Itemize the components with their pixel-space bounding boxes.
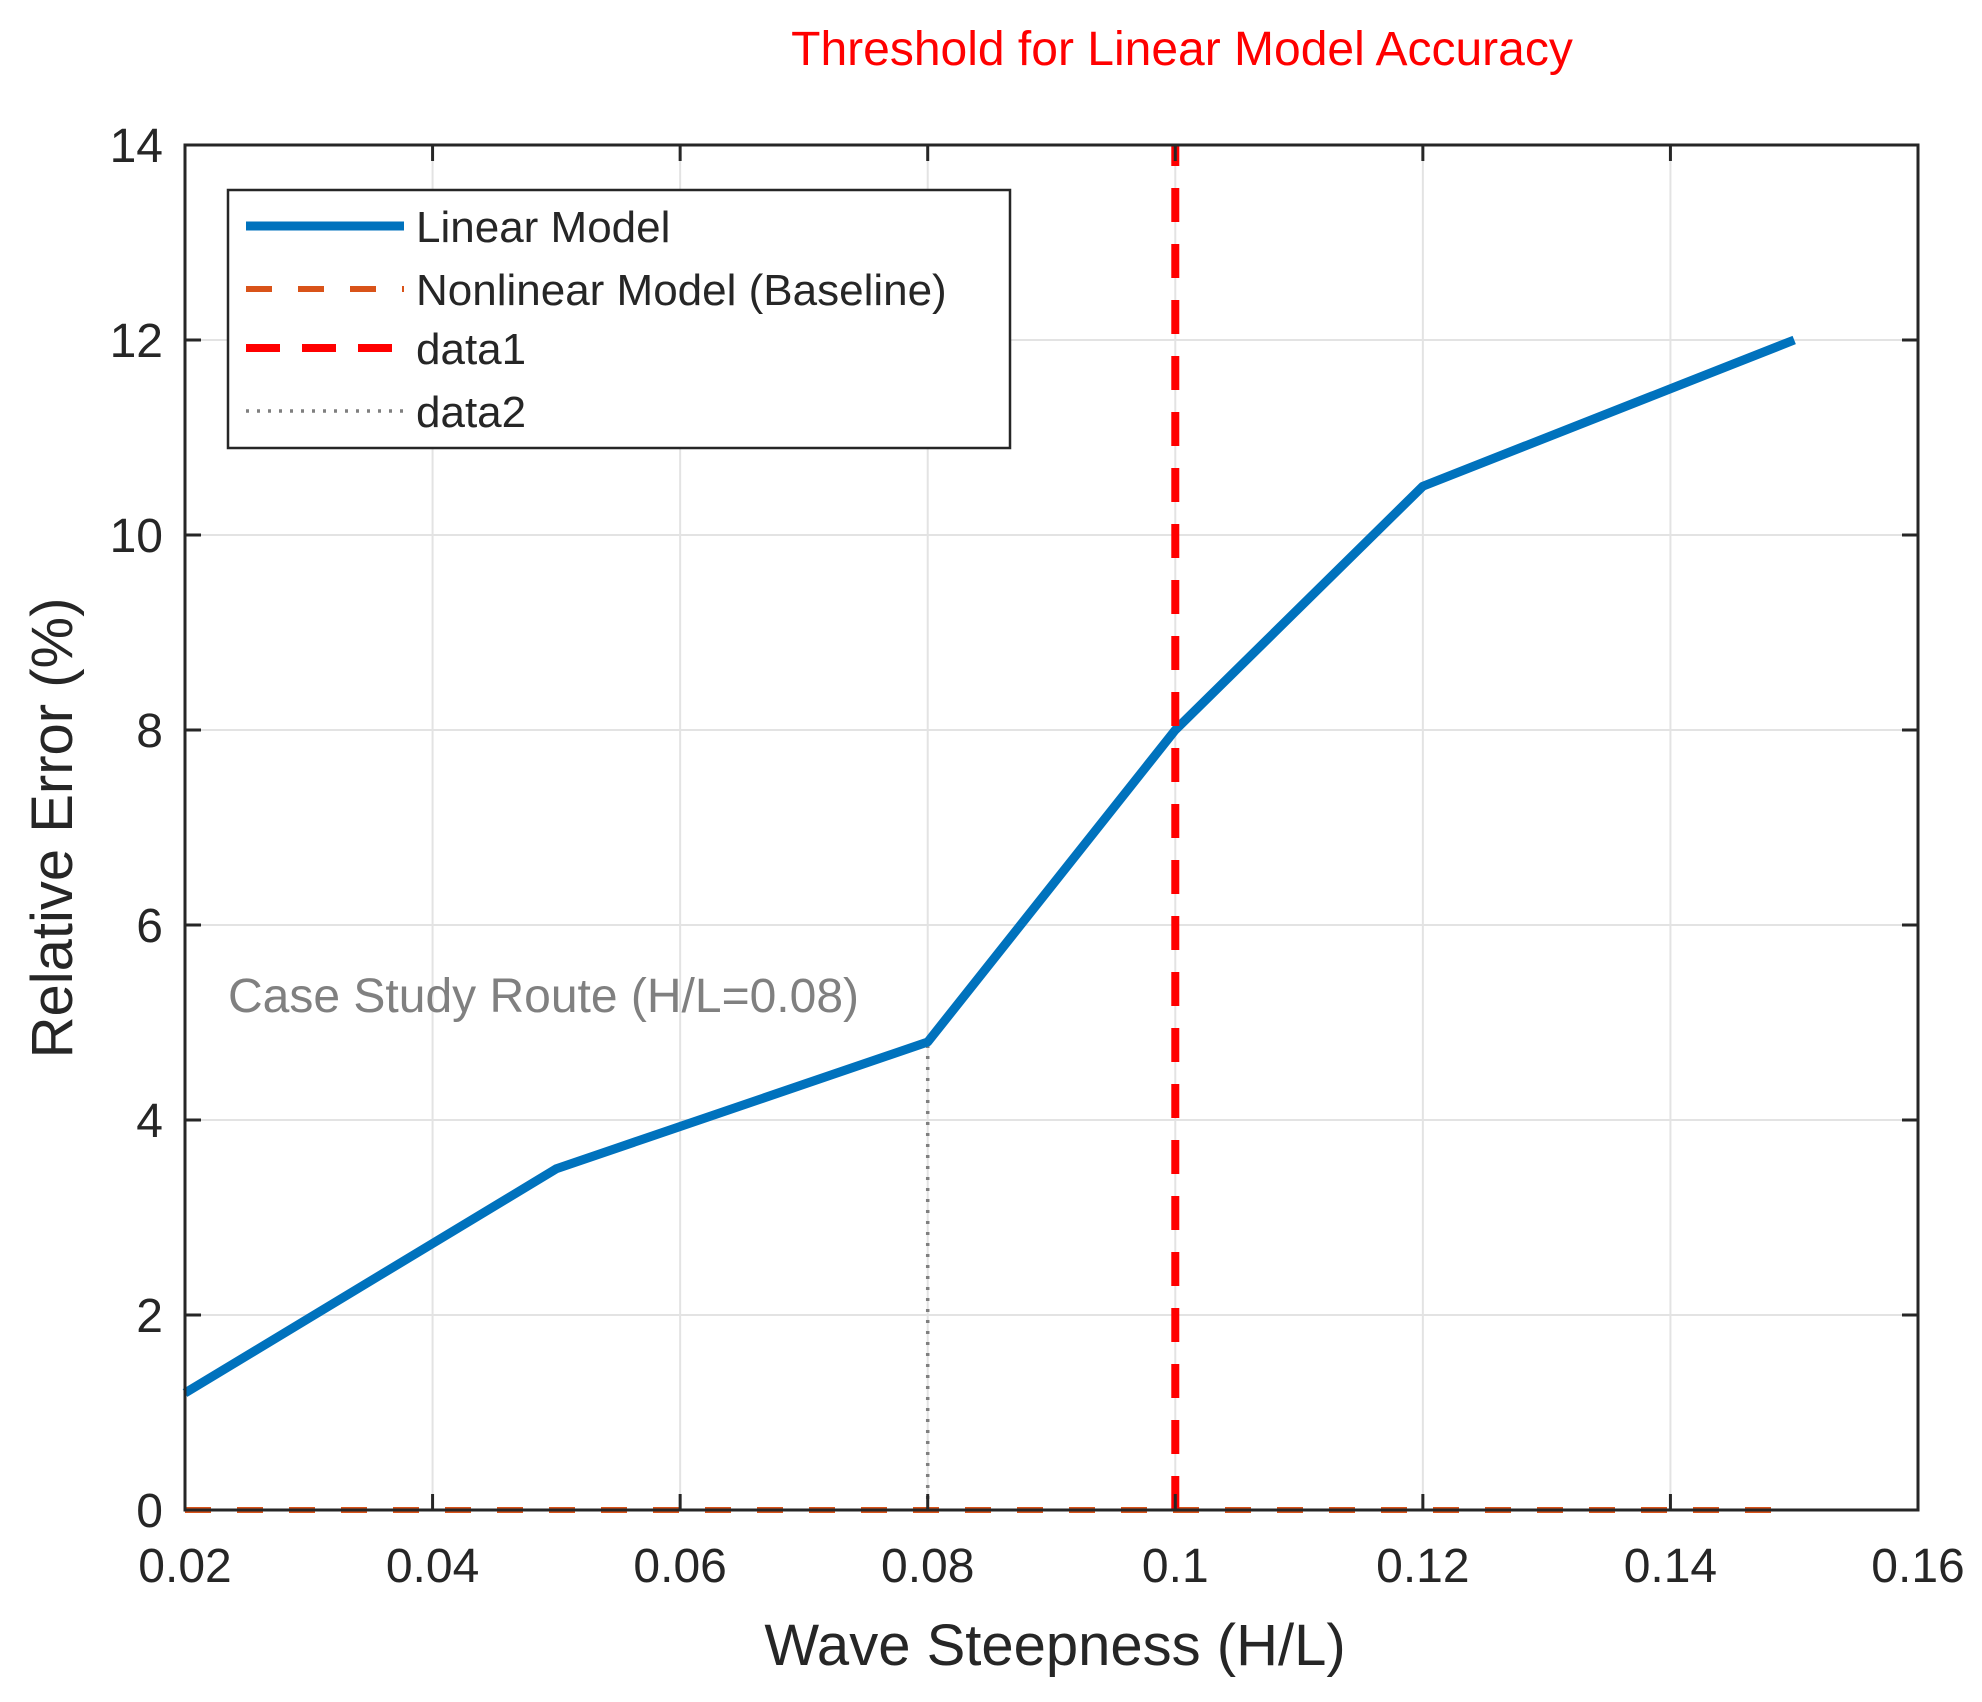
case-study-annotation: Case Study Route (H/L=0.08) [228,970,859,1023]
x-tick-label: 0.1 [1142,1540,1209,1593]
x-tick-label: 0.12 [1376,1540,1469,1593]
y-tick-label: 2 [136,1290,163,1343]
legend-label-data2: data2 [416,388,526,437]
x-tick-label: 0.04 [386,1540,479,1593]
x-tick-label: 0.08 [881,1540,974,1593]
axis-ticks: 0.02 0.04 0.06 0.08 0.1 0.12 0.14 0.16 0 2 4 6 8 10 12… [110,120,1965,1593]
legend-label-nonlinear-model: Nonlinear Model (Baseline) [416,266,947,315]
series-linear-model [182,335,1796,1397]
threshold-annotation: Threshold for Linear Model Accuracy [791,23,1573,76]
x-tick-label: 0.16 [1871,1540,1964,1593]
y-tick-label: 10 [110,510,163,563]
y-tick-label: 12 [110,315,163,368]
legend-box [226,188,1012,450]
plot-area-frame [183,143,1920,1512]
y-tick-label: 0 [136,1485,163,1538]
legend-label-linear-model: Linear Model [416,203,670,252]
y-axis-label: Relative Error (%) [20,598,85,1059]
x-axis-label: Wave Steepness (H/L) [764,1613,1345,1678]
y-tick-label: 14 [110,120,163,173]
legend: Linear Model Nonlinear Model (Baseline) … [226,188,1012,450]
y-tick-label: 4 [136,1095,163,1148]
legend-label-data1: data1 [416,325,526,374]
x-tick-label: 0.02 [138,1540,231,1593]
y-tick-label: 6 [136,900,163,953]
x-tick-label: 0.06 [633,1540,726,1593]
y-tick-label: 8 [136,705,163,758]
x-tick-label: 0.14 [1624,1540,1717,1593]
